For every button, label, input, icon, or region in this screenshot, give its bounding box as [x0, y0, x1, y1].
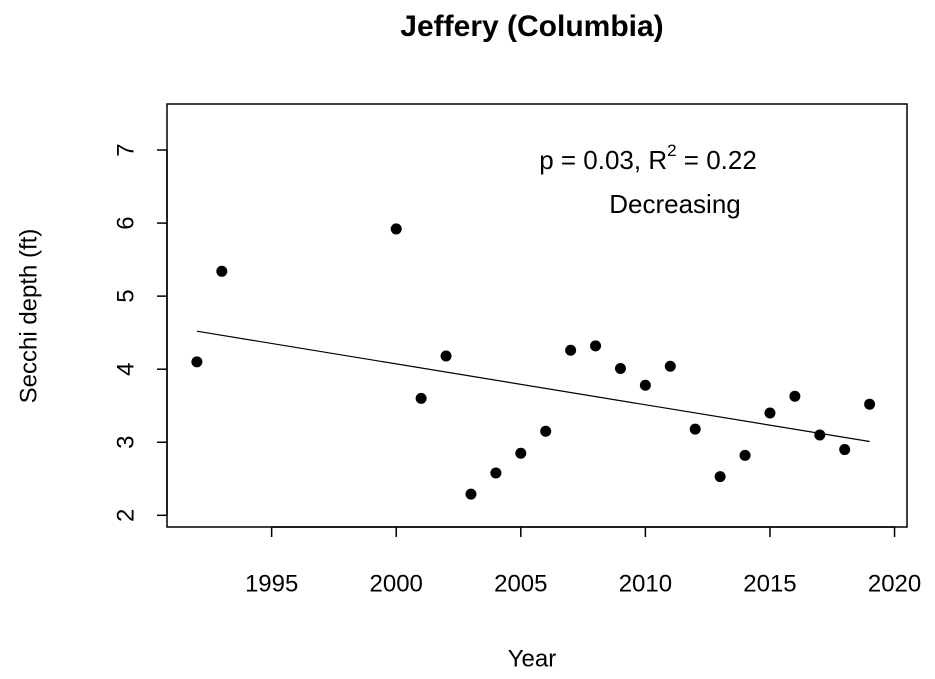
trend-label: Decreasing — [609, 189, 741, 219]
data-point — [465, 488, 477, 500]
data-point — [639, 379, 651, 391]
data-point — [714, 471, 726, 483]
data-point — [490, 467, 502, 479]
data-point — [614, 362, 626, 374]
data-point — [216, 265, 228, 277]
y-tick-label: 4 — [112, 363, 139, 376]
x-tick-label: 2015 — [743, 570, 796, 597]
data-point — [864, 398, 876, 410]
data-point — [415, 392, 427, 404]
y-tick-label: 7 — [112, 143, 139, 156]
data-point — [739, 449, 751, 461]
x-tick-label: 2005 — [494, 570, 547, 597]
data-point — [191, 356, 203, 368]
data-point — [764, 407, 776, 419]
y-tick-label: 2 — [112, 509, 139, 522]
x-tick-label: 2000 — [370, 570, 423, 597]
data-point — [789, 390, 801, 402]
data-point — [664, 360, 676, 372]
x-tick-label: 2020 — [868, 570, 921, 597]
data-point — [515, 447, 527, 459]
y-tick-label: 3 — [112, 436, 139, 449]
data-point — [565, 344, 577, 356]
data-point — [540, 425, 552, 437]
data-point — [839, 444, 851, 456]
x-tick-label: 2010 — [619, 570, 672, 597]
y-axis-label: Secchi depth (ft) — [15, 229, 42, 404]
plot-frame — [166, 103, 908, 528]
data-point — [814, 429, 826, 441]
annotation-superscript: 2 — [667, 141, 676, 160]
annotation-text: = 0.22 — [677, 145, 757, 175]
y-tick-label: 5 — [112, 289, 139, 302]
data-point — [440, 350, 452, 362]
chart-title: Jeffery (Columbia) — [400, 10, 663, 43]
x-axis-label: Year — [508, 645, 557, 672]
annotation: p = 0.03, R2 = 0.22 — [539, 141, 757, 174]
trend-line — [196, 330, 870, 443]
annotation-text: p = 0.03, R — [539, 145, 667, 175]
data-point — [689, 423, 701, 435]
y-tick-label: 6 — [112, 216, 139, 229]
data-point — [590, 340, 602, 352]
x-tick-label: 1995 — [245, 570, 298, 597]
data-point — [390, 223, 402, 235]
